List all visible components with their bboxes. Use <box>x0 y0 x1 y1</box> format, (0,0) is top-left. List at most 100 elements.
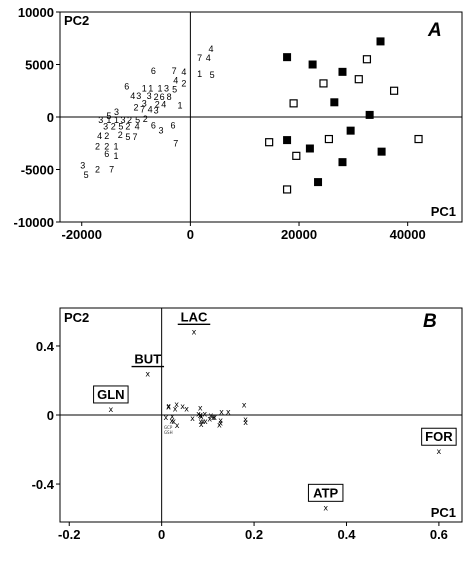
panel-a-y-axis-label: PC2 <box>64 13 89 28</box>
cluster-x-marker: x <box>180 402 185 411</box>
number-label-point: 6 <box>160 92 165 102</box>
cluster-x-marker: x <box>198 411 203 420</box>
cluster-x-marker: x <box>175 421 180 430</box>
panel-a-x-tick-label: -20000 <box>61 227 101 242</box>
cluster-x-marker: x <box>201 417 206 426</box>
panel-a-y-tick-label: 5000 <box>25 58 54 73</box>
loading-label-lac: LAC <box>181 309 208 324</box>
cluster-x-marker: x <box>202 409 207 418</box>
open-square-point <box>362 55 372 64</box>
open-square-point <box>292 151 301 160</box>
cluster-x-marker: x <box>166 402 171 411</box>
filled-square-point <box>346 126 355 135</box>
loading-label-box-gln <box>93 385 129 404</box>
panel-a-y-tick-label: 0 <box>47 110 54 125</box>
number-label-point: 3 <box>80 160 85 170</box>
panel-b-x-tick-label: 0 <box>158 527 165 542</box>
panel-a-x-tick-label: 0 <box>187 227 194 242</box>
number-label-point: 3 <box>136 91 141 101</box>
panel-a-x-tick-label: 20000 <box>281 227 317 242</box>
cluster-x-marker: x <box>203 417 208 426</box>
panel-a-score-plot: -20000 0 20000 40000 10000 5000 0 -5000 -10000 PC… <box>14 5 463 242</box>
number-label-point: 8 <box>167 92 172 102</box>
panel-b-x-tick-label: 0.4 <box>337 527 356 542</box>
cluster-x-marker: x <box>242 400 247 409</box>
loading-x-marker-but: x <box>145 370 150 379</box>
filled-square-point <box>308 60 317 69</box>
cluster-x-marker: x <box>166 401 171 410</box>
number-label-point: 2 <box>155 99 160 109</box>
cluster-x-marker: x <box>169 417 174 426</box>
number-label-point: 1 <box>197 69 202 79</box>
cluster-x-marker: x <box>190 414 195 423</box>
filled-square-point <box>338 158 347 167</box>
loading-x-marker-atp: x <box>323 503 328 512</box>
number-label-point: 6 <box>170 120 175 130</box>
panel-b-x-tick-label: -0.2 <box>58 527 80 542</box>
number-label-point: 1 <box>114 115 119 125</box>
open-square-point <box>354 75 363 84</box>
number-label-point: 2 <box>143 114 148 124</box>
number-label-point: 5 <box>210 70 215 80</box>
cluster-x-marker: x <box>173 405 178 414</box>
number-label-point: 1 <box>157 84 162 94</box>
cluster-x-marker: x <box>219 408 224 417</box>
open-square-point <box>319 79 328 88</box>
number-label-point: 1 <box>142 84 147 94</box>
number-label-point: 2 <box>111 121 116 131</box>
number-label-point: 2 <box>125 121 130 131</box>
filled-square-point <box>330 98 339 107</box>
open-square-point <box>282 185 292 194</box>
number-label-point: 5 <box>172 85 177 95</box>
cluster-x-marker: x <box>212 413 217 422</box>
cluster-x-marker: x <box>198 417 203 426</box>
panel-b-letter: B <box>423 311 437 332</box>
number-label-point: 2 <box>181 78 186 88</box>
loading-x-marker-lac: x <box>192 327 197 336</box>
filled-square-point <box>365 110 374 119</box>
number-label-point: 1 <box>113 141 118 151</box>
filled-square-point <box>338 67 347 76</box>
number-label-point: 4 <box>148 105 153 115</box>
filled-square-point <box>283 53 292 62</box>
number-label-point: 3 <box>103 121 108 131</box>
panel-b-x-axis-label: PC1 <box>431 505 456 520</box>
cluster-x-marker: x <box>243 418 248 427</box>
number-label-point: 2 <box>118 130 123 140</box>
number-label-point: 7 <box>109 165 114 175</box>
number-label-point: 3 <box>114 107 119 117</box>
number-label-point: 2 <box>127 115 132 125</box>
number-label-point: 7 <box>197 53 202 63</box>
number-label-point: 5 <box>106 111 111 121</box>
open-square-point <box>289 99 298 108</box>
cluster-x-marker: x <box>198 411 203 420</box>
number-label-point: 3 <box>147 91 152 101</box>
panel-a-y-tick-label: 10000 <box>18 5 54 20</box>
panel-a-y-tick-label: -5000 <box>21 163 54 178</box>
number-label-point: 1 <box>106 115 111 125</box>
number-label-point: 3 <box>159 126 164 136</box>
panel-b-x-tick-label: 0.2 <box>245 527 263 542</box>
number-label-point: 2 <box>95 165 100 175</box>
number-label-point: 5 <box>135 115 140 125</box>
open-square-point <box>389 86 399 95</box>
panel-b-y-tick-label: 0.4 <box>36 339 55 354</box>
number-label-point: 3 <box>142 98 147 108</box>
cluster-x-marker: x <box>184 405 189 414</box>
number-label-point: 7 <box>173 138 178 148</box>
cluster-x-marker: x <box>211 413 216 422</box>
number-label-point: 6 <box>151 120 156 130</box>
open-square-point <box>265 138 274 147</box>
number-label-point: 1 <box>178 100 183 110</box>
number-label-point: 2 <box>95 141 100 151</box>
cluster-x-marker: x <box>207 415 212 424</box>
filled-square-point <box>377 147 386 156</box>
number-label-point: 2 <box>154 92 159 102</box>
cluster-x-marker: x <box>163 413 168 422</box>
panel-a-x-tick-label: 40000 <box>390 227 426 242</box>
open-square-point <box>414 134 423 144</box>
loading-label-for: FOR <box>425 429 453 444</box>
cluster-x-marker: x <box>218 419 223 428</box>
